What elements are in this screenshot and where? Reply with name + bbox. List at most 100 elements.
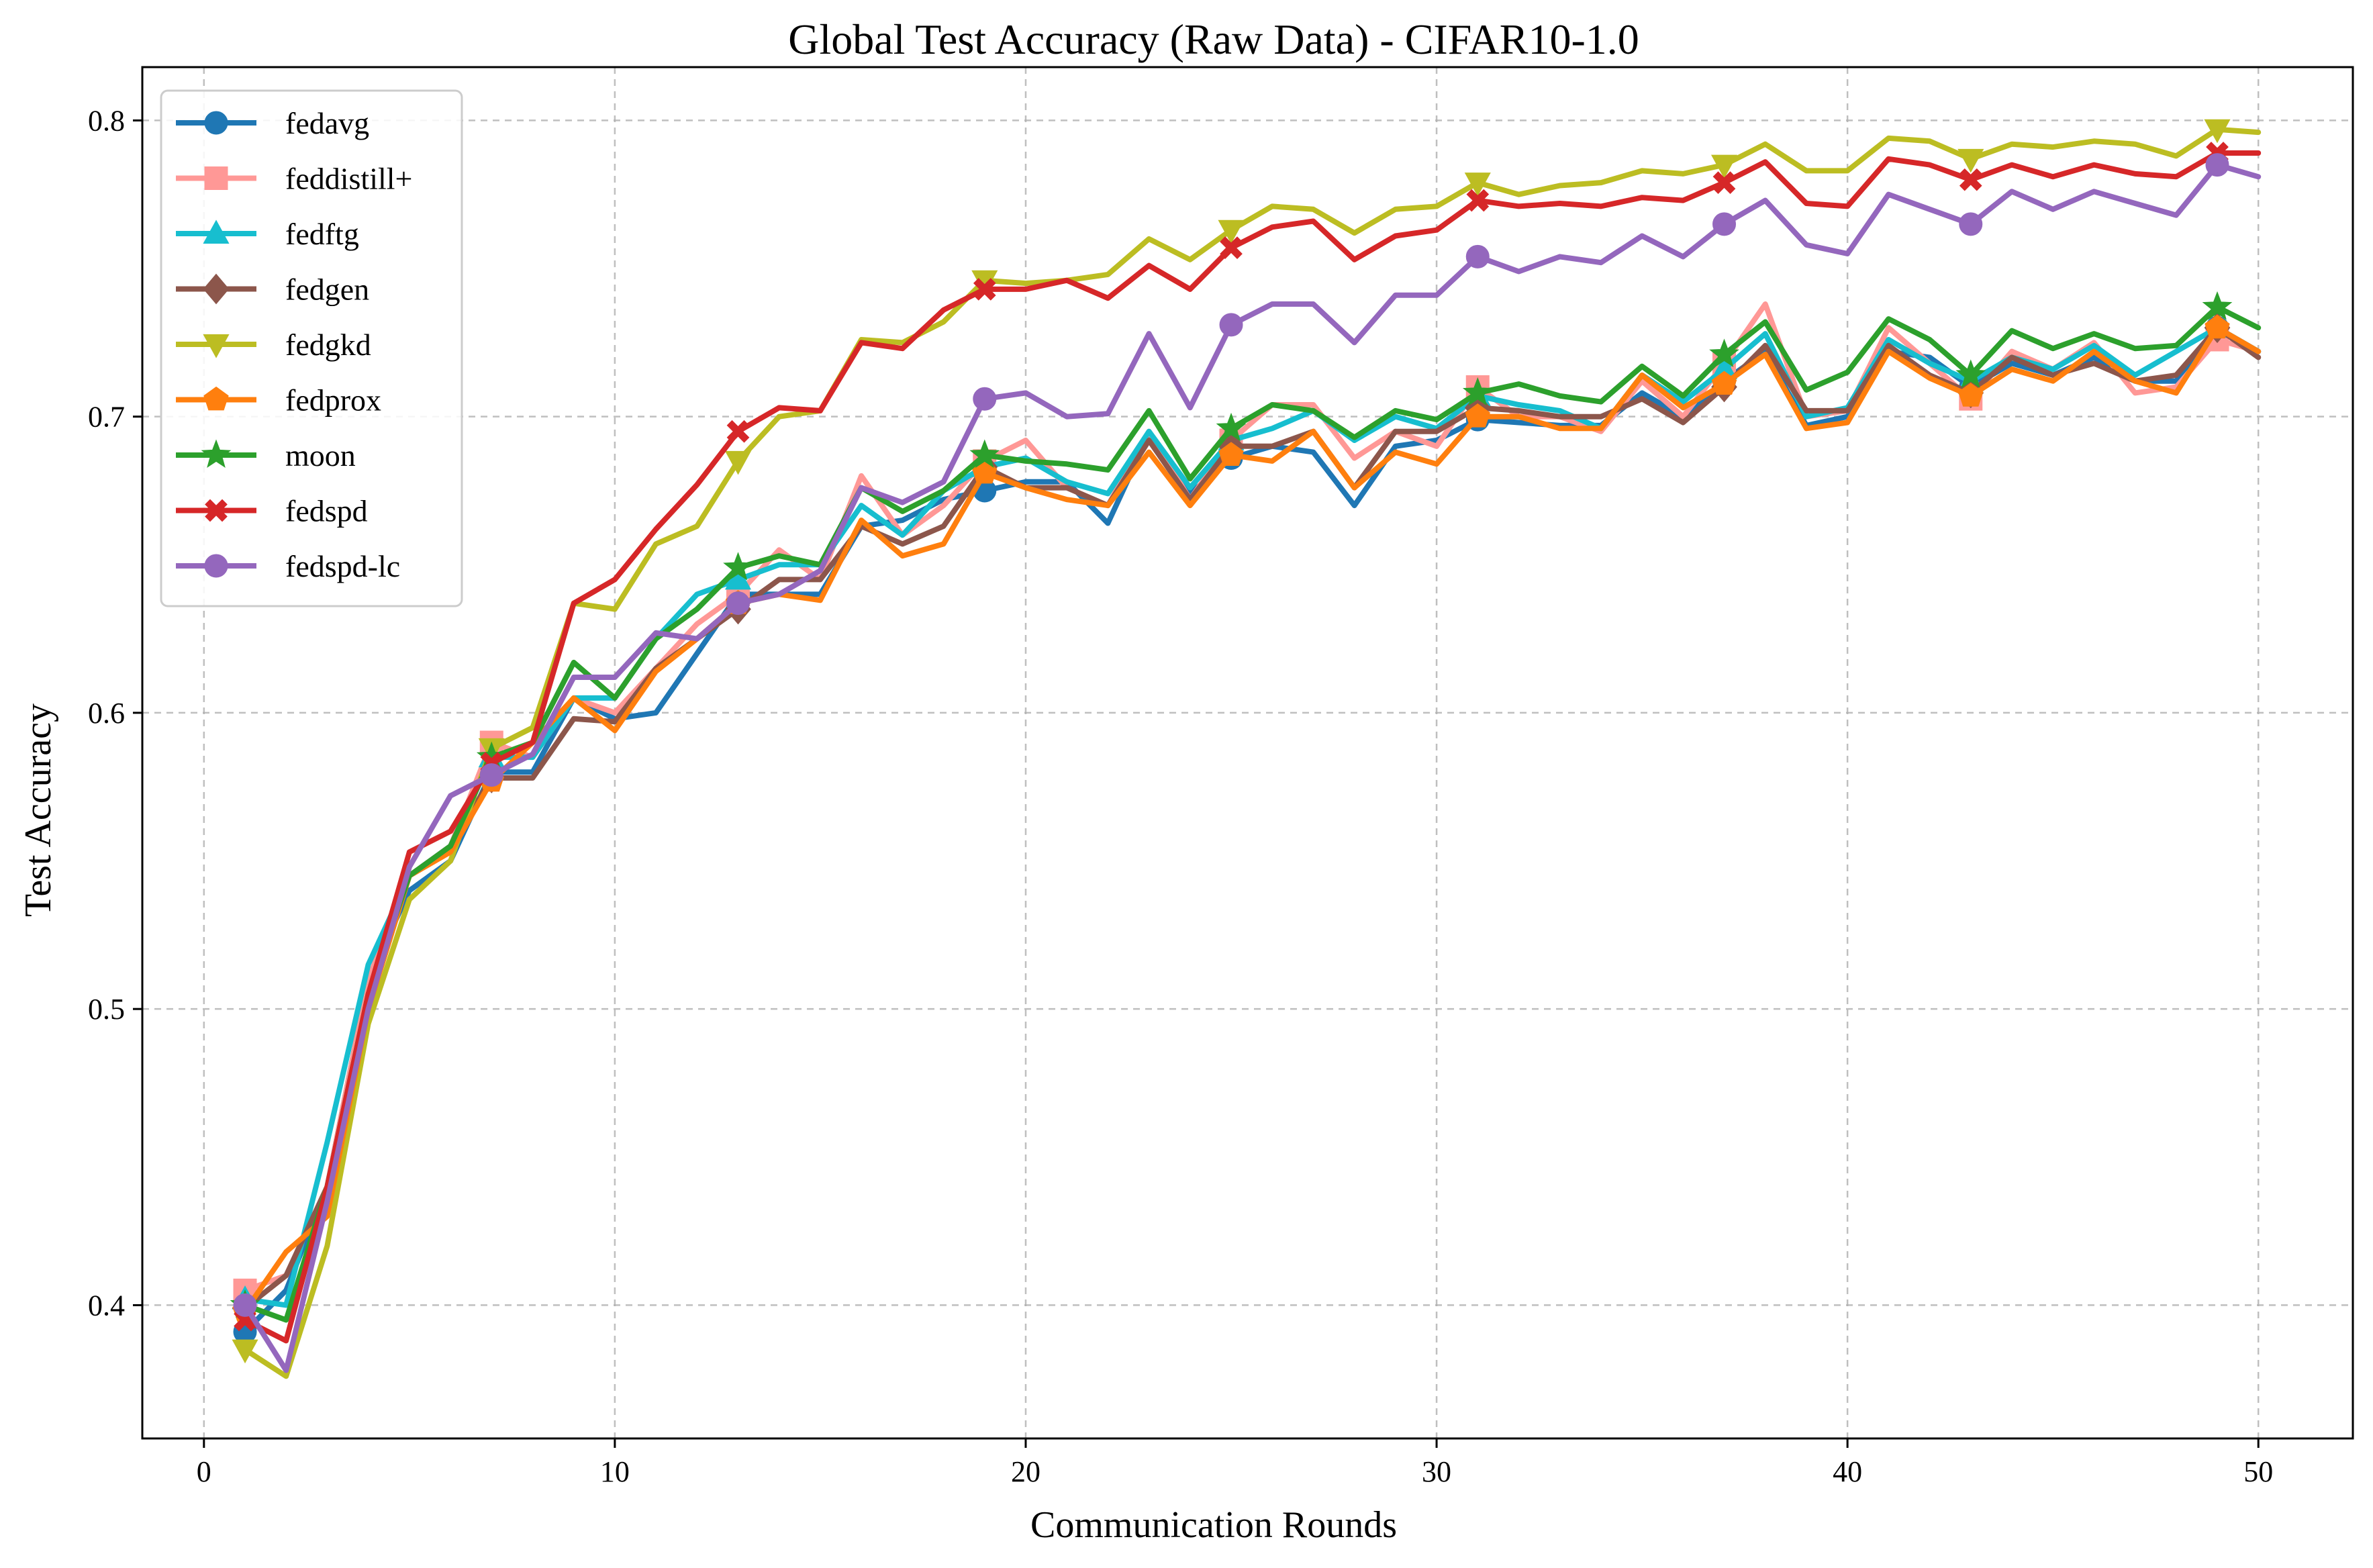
legend-label: moon <box>285 438 356 473</box>
data-point-fedgkd <box>232 1339 258 1364</box>
legend-swatch-marker <box>203 386 229 411</box>
grid <box>142 67 2353 1438</box>
legend-swatch-marker <box>201 439 232 469</box>
data-point-fedspd <box>1959 168 1982 191</box>
data-point-fedprox <box>972 459 998 484</box>
data-point-fedspd-lc <box>1465 244 1490 268</box>
data-point-fedspd-lc <box>233 1293 257 1317</box>
data-point-fedprox <box>1958 383 1984 407</box>
legend-label: fedgkd <box>285 328 371 362</box>
legend-swatch-marker <box>203 273 230 305</box>
data-point-moon <box>1216 412 1247 442</box>
series-fedftg <box>232 313 2262 1310</box>
legend-swatch-marker <box>204 111 228 135</box>
legend-label: feddistill+ <box>285 162 412 196</box>
data-point-fedspd <box>1220 236 1243 260</box>
series-moon <box>230 291 2262 1323</box>
legend-item-fedavg: fedavg <box>176 106 369 140</box>
legend-swatch-marker <box>204 554 228 578</box>
series-line-fedspd <box>242 150 2262 1344</box>
x-tick-label: 30 <box>1422 1455 1451 1488</box>
series-fedgen <box>232 312 2262 1324</box>
y-tick-label: 0.6 <box>88 697 125 730</box>
y-axis-label: Test Accuracy <box>17 703 59 917</box>
series-fedspd-lc <box>233 153 2262 1373</box>
data-point-fedspd-lc <box>1219 313 1243 337</box>
data-point-moon <box>1709 338 1739 368</box>
data-point-fedspd-lc <box>973 387 997 411</box>
series-fedgkd <box>232 119 2262 1379</box>
data-point-moon <box>723 552 753 581</box>
series-line-moon <box>242 304 2262 1323</box>
series-line-fedgkd <box>242 126 2262 1379</box>
legend-item-fedspd: fedspd <box>176 494 368 528</box>
data-point-moon <box>969 439 1000 469</box>
data-point-fedprox <box>1711 371 1737 395</box>
data-point-fedprox <box>2205 314 2230 339</box>
plot-series <box>230 119 2262 1379</box>
legend-swatch-marker <box>203 219 230 244</box>
data-point-fedprox <box>1218 442 1244 466</box>
series-line-fedspd-lc <box>242 162 2262 1373</box>
legend-label: fedftg <box>285 217 359 251</box>
data-point-fedspd-lc <box>479 763 503 787</box>
series-line-fedavg <box>242 325 2262 1335</box>
legend-label: fedprox <box>285 383 381 418</box>
legend: fedavg feddistill+ fedftg fedgen fedgkd fedpr… <box>160 89 463 607</box>
data-point-moon <box>1955 359 1986 388</box>
legend-label: fedspd <box>285 494 368 528</box>
data-point-fedspd-lc <box>1712 212 1737 236</box>
legend-item-fedprox: fedprox <box>176 383 381 418</box>
x-tick-label: 40 <box>1833 1455 1862 1488</box>
data-point-fedprox <box>1465 403 1490 428</box>
data-point-fedgkd <box>724 450 752 475</box>
data-point-fedgkd <box>1464 173 1491 197</box>
series-line-fedgen <box>242 325 2262 1311</box>
x-tick-label: 0 <box>197 1455 211 1488</box>
legend-item-fedftg: fedftg <box>176 217 359 251</box>
data-point-moon <box>2202 291 2233 320</box>
legend-item-fedgkd: fedgkd <box>176 328 371 362</box>
legend-item-feddistill+: feddistill+ <box>176 162 412 196</box>
y-tick-label: 0.8 <box>88 104 125 137</box>
data-point-fedspd <box>973 278 996 301</box>
x-tick-label: 20 <box>1011 1455 1040 1488</box>
data-point-fedspd-lc <box>726 591 750 616</box>
legend-box <box>160 89 463 607</box>
data-point-fedspd <box>1712 171 1736 194</box>
series-fedprox <box>232 314 2262 1322</box>
plot-frame <box>141 66 2354 1440</box>
series-fedspd <box>234 142 2262 1344</box>
x-axis-label: Communication Rounds <box>1030 1504 1397 1546</box>
data-point-fedspd-lc <box>2205 153 2229 177</box>
data-point-fedgkd <box>1957 148 1984 173</box>
data-point-fedgkd <box>1218 219 1245 244</box>
y-tick-label: 0.5 <box>88 993 125 1026</box>
series-line-fedftg <box>242 325 2262 1308</box>
legend-item-fedgen: fedgen <box>176 273 369 307</box>
legend-swatch-marker <box>204 166 228 190</box>
x-axis-ticks: 0 10 20 30 40 50 <box>197 1438 2273 1488</box>
legend-swatch-marker <box>203 334 230 358</box>
data-point-moon <box>1462 377 1493 406</box>
data-point-fedspd <box>1466 189 1490 212</box>
data-point-fedspd-lc <box>1959 212 1983 236</box>
legend-label: fedavg <box>285 106 369 140</box>
x-tick-label: 10 <box>600 1455 630 1488</box>
series-line-fedprox <box>242 325 2262 1314</box>
y-tick-label: 0.7 <box>88 401 125 434</box>
data-point-fedgkd <box>1710 154 1738 179</box>
legend-item-moon: moon <box>176 438 356 473</box>
chart-title: Global Test Accuracy (Raw Data) - CIFAR1… <box>788 15 1639 63</box>
x-tick-label: 50 <box>2243 1455 2273 1488</box>
data-point-fedspd <box>726 420 750 443</box>
y-axis-ticks: 0.4 0.5 0.6 0.7 0.8 <box>88 104 142 1322</box>
legend-label: fedgen <box>285 273 369 307</box>
series-fedavg <box>233 315 2262 1344</box>
legend-swatch-marker <box>205 499 228 522</box>
data-point-fedgkd <box>2204 119 2231 144</box>
legend-label: fedspd-lc <box>285 549 400 583</box>
legend-item-fedspd-lc: fedspd-lc <box>176 549 400 583</box>
y-tick-label: 0.4 <box>88 1289 125 1322</box>
